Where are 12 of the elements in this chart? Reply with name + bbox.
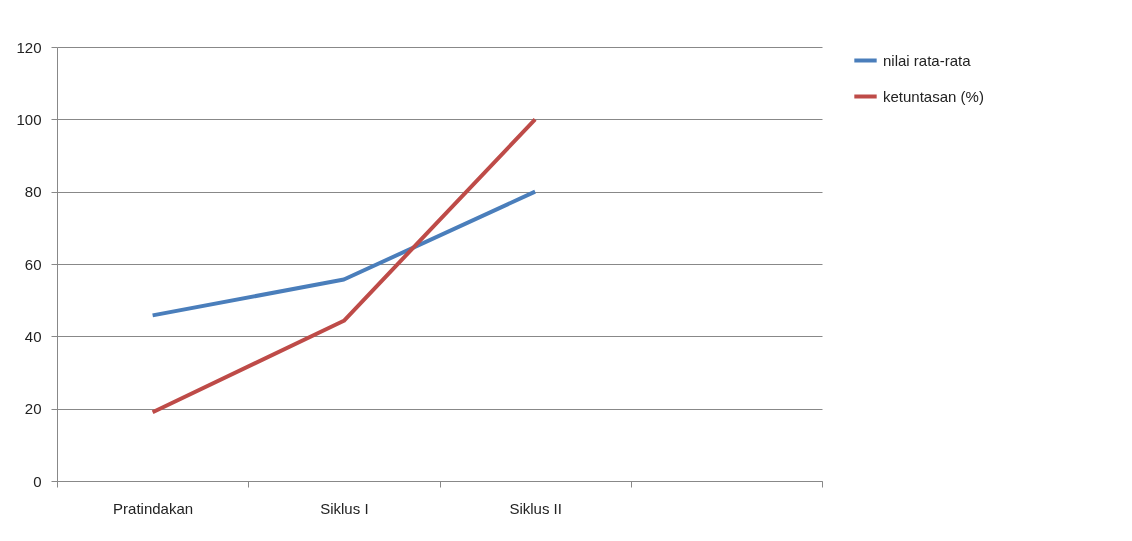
legend-label: ketuntasan (%): [883, 87, 984, 105]
y-tick-label: 100: [16, 110, 42, 128]
y-tick-label: 60: [24, 255, 42, 273]
legend-label: nilai rata-rata: [883, 51, 972, 69]
y-tick-label: 0: [33, 472, 42, 490]
y-tick-label: 40: [24, 327, 42, 345]
x-tick-label: Pratindakan: [113, 499, 194, 517]
x-tick-label: Siklus II: [509, 499, 562, 517]
y-tick-label: 20: [24, 400, 42, 418]
y-tick-label: 80: [24, 183, 42, 201]
y-tick-label: 120: [16, 38, 42, 56]
x-tick-label: Siklus I: [320, 499, 369, 517]
